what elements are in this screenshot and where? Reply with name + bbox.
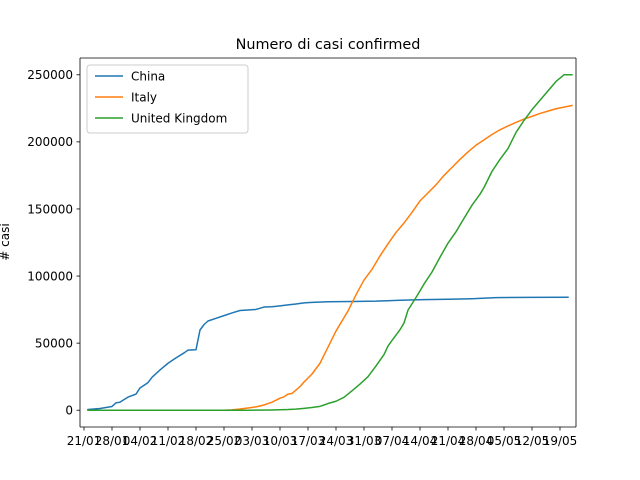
- x-tick-label: 21/01: [67, 434, 102, 448]
- axes-frame: [79, 57, 577, 428]
- x-tick-label: 10/03: [263, 434, 298, 448]
- x-tick-label: 12/05: [515, 434, 550, 448]
- x-tick-label: 28/04: [459, 434, 494, 448]
- y-tick-label: 250000: [27, 68, 73, 82]
- x-tick-label: 28/01: [95, 434, 130, 448]
- series-line-italy: [87, 104, 573, 411]
- y-axis-label: # casi: [0, 223, 12, 260]
- chart-title: Numero di casi confirmed: [236, 37, 421, 53]
- y-axis-ticks: 0 50000 100000 150000 200000 250000: [27, 68, 80, 418]
- x-tick-label: 07/04: [375, 434, 410, 448]
- legend-box: [86, 64, 249, 134]
- y-tick-label: 200000: [27, 135, 73, 149]
- x-tick-label: 14/04: [403, 434, 438, 448]
- x-tick-label: 03/03: [235, 434, 270, 448]
- x-tick-label: 18/02: [179, 434, 214, 448]
- x-tick-label: 05/05: [487, 434, 522, 448]
- y-tick-label: 0: [65, 404, 73, 418]
- legend: China Italy United Kingdom: [86, 64, 249, 134]
- x-tick-label: 17/03: [291, 434, 326, 448]
- legend-label: Italy: [131, 90, 157, 104]
- x-axis-ticks: 21/0128/0104/0211/0218/0225/0203/0310/03…: [67, 427, 578, 448]
- x-tick-label: 25/02: [207, 434, 242, 448]
- x-tick-label: 31/03: [347, 434, 382, 448]
- series-line-united-kingdom: [87, 74, 573, 411]
- x-tick-label: 21/04: [431, 434, 466, 448]
- x-tick-label: 24/03: [319, 434, 354, 448]
- series-lines: [87, 74, 573, 411]
- legend-label: China: [131, 69, 165, 83]
- y-tick-label: 50000: [35, 336, 73, 350]
- x-tick-label: 11/02: [151, 434, 186, 448]
- series-line-china: [87, 296, 569, 411]
- y-tick-label: 100000: [27, 269, 73, 283]
- x-tick-label: 04/02: [123, 434, 158, 448]
- legend-label: United Kingdom: [131, 111, 227, 125]
- x-tick-label: 19/05: [543, 434, 578, 448]
- y-tick-label: 150000: [27, 202, 73, 216]
